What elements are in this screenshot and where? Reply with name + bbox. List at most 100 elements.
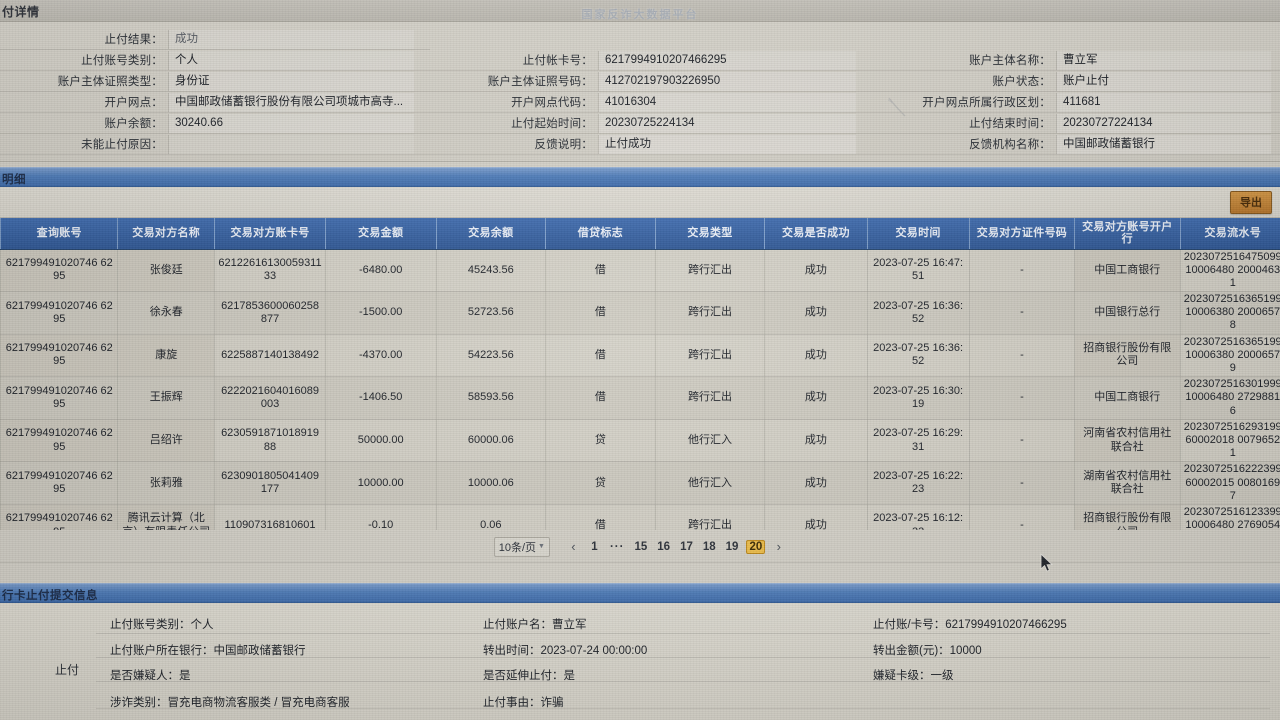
field-row: 止付结果： 成功 <box>0 29 430 50</box>
field-row: 开户网点： 中国邮政储蓄银行股份有限公司项城市高寺... <box>0 92 430 113</box>
field-value-start-time: 20230725224134 <box>598 113 856 133</box>
field-label: 反馈机构名称： <box>969 139 1051 151</box>
col-header-transaction-success[interactable]: 交易是否成功 <box>764 218 868 250</box>
cell-balance: 60000.06 <box>436 419 547 463</box>
field-label: 未能止付原因： <box>81 139 163 151</box>
cell-counterparty-name: 吕绍许 <box>117 419 216 463</box>
cell-counterparty-bank: 中国工商银行 <box>1074 376 1181 420</box>
col-header-amount[interactable]: 交易金额 <box>325 218 437 250</box>
cell-query-account: 621799491020746 6295 <box>0 334 119 378</box>
col-header-counterparty-id[interactable]: 交易对方证件号码 <box>969 218 1076 250</box>
field-label: 账户状态： <box>992 76 1051 88</box>
col-header-serial-number[interactable]: 交易流水号 <box>1180 218 1280 250</box>
cell-counterparty-id: - <box>969 249 1076 293</box>
cell-transaction-time: 2023-07-25 16:22:23 <box>867 461 970 505</box>
cell-counterparty-card: 623059187101891988 <box>214 419 326 463</box>
cell-counterparty-card: 6222021604016089003 <box>214 376 326 420</box>
table-row[interactable]: 9 5621799491020746 6295张莉雅62309018050414… <box>0 461 1280 505</box>
page-button-20-current[interactable]: 20 <box>746 539 766 554</box>
table-row[interactable]: 9 4621799491020746 6295王振辉62220216040160… <box>0 376 1280 420</box>
col-header-balance[interactable]: 交易余额 <box>436 218 547 250</box>
cell-debit-credit-flag: 贷 <box>545 419 656 463</box>
submit-field-stop-card-number: 止付账/卡号：6217994910207466295 <box>873 619 1067 631</box>
cell-counterparty-bank: 中国银行总行 <box>1074 291 1181 335</box>
prev-page-button[interactable]: ‹ <box>571 539 576 554</box>
submit-field-suspect-level: 嫌疑卡级：一级 <box>873 670 954 682</box>
col-header-transaction-type[interactable]: 交易类型 <box>655 218 766 250</box>
col-header-counterparty-card[interactable]: 交易对方账卡号 <box>214 218 326 250</box>
cell-counterparty-card: 6230901805041409177 <box>214 461 326 505</box>
cell-counterparty-name: 王振辉 <box>117 376 216 420</box>
col-header-index[interactable] <box>0 218 2 250</box>
cell-amount: -6480.00 <box>325 249 437 293</box>
row-divider <box>96 657 1270 658</box>
col-header-debit-credit-flag[interactable]: 借贷标志 <box>545 218 656 250</box>
cell-index: 9 5 <box>0 419 2 463</box>
col-header-counterparty-bank[interactable]: 交易对方账号开户行 <box>1074 218 1181 250</box>
page-button-19[interactable]: 19 <box>725 540 739 553</box>
next-page-button[interactable]: › <box>776 539 781 554</box>
cell-counterparty-bank: 湖南省农村信用社联合社 <box>1074 461 1181 505</box>
col-header-transaction-time[interactable]: 交易时间 <box>867 218 970 250</box>
table-row[interactable]: 9 5621799491020746 6295吕绍许62305918710189… <box>0 419 1280 463</box>
cell-transaction-type: 他行汇入 <box>655 461 766 505</box>
field-row: 账户余额： 30240.66 <box>0 113 430 134</box>
cell-serial-number: 202307251636519910006380 20006578 <box>1180 291 1280 335</box>
cell-serial-number: 202307251612339910006480 27690540 <box>1180 504 1280 530</box>
field-value-account-category: 个人 <box>168 50 414 70</box>
cell-amount: -1500.00 <box>325 291 437 335</box>
field-row: 账户主体证照号码： 412702197903226950 <box>430 71 870 92</box>
cell-counterparty-bank: 招商银行股份有限公司 <box>1074 504 1181 530</box>
page-button-18[interactable]: 18 <box>702 540 716 553</box>
cell-balance: 52723.56 <box>436 291 547 335</box>
cell-debit-credit-flag: 借 <box>545 249 656 293</box>
col-header-query-account[interactable]: 查询账号 <box>0 218 119 250</box>
page-size-label: 10条/页 <box>498 541 537 554</box>
row-divider <box>96 633 1270 634</box>
detail-column-2: 止付帐卡号： 6217994910207466295 账户主体证照号码： 412… <box>430 22 906 162</box>
col-header-counterparty-name[interactable]: 交易对方名称 <box>117 218 216 250</box>
cell-transaction-time: 2023-07-25 16:29:31 <box>867 419 970 463</box>
cell-index: 9 <box>0 334 2 378</box>
page-button-15[interactable]: 15 <box>634 540 648 553</box>
cell-counterparty-id: - <box>969 504 1076 530</box>
cell-transaction-success: 成功 <box>764 376 868 420</box>
export-button[interactable]: 导出 <box>1230 191 1272 214</box>
pagination: 10条/页 ▼ ‹ 1 ··· 15 16 17 18 19 20 › <box>0 531 1280 563</box>
field-label: 止付账号类别： <box>81 55 163 67</box>
detail-list-section-title: 明细 <box>2 174 26 186</box>
field-value-account-owner: 曹立军 <box>1056 50 1271 70</box>
cell-transaction-success: 成功 <box>764 334 868 378</box>
cell-transaction-time: 2023-07-25 16:30:19 <box>867 376 970 420</box>
submit-field-transfer-amount: 转出金额(元)：10000 <box>873 645 982 657</box>
field-row: 反馈说明： 止付成功 <box>430 134 870 155</box>
cell-amount: -1406.50 <box>325 376 437 420</box>
submit-field-transfer-time: 转出时间：2023-07-24 00:00:00 <box>483 645 648 657</box>
cell-balance: 58593.56 <box>436 376 547 420</box>
field-value-admin-region: 411681 <box>1056 92 1271 112</box>
cell-serial-number: 202307251630199910006480 27298816 <box>1180 376 1280 420</box>
field-value-stop-card-number: 6217994910207466295 <box>598 50 856 70</box>
transaction-table-wrapper[interactable]: 查询账号 交易对方名称 交易对方账卡号 交易金额 交易余额 借贷标志 交易类型 … <box>0 218 1280 530</box>
submit-field-account-bank: 止付账户所在银行：中国邮政储蓄银行 <box>110 645 306 657</box>
field-label: 账户主体证照类型： <box>57 76 163 88</box>
cell-transaction-time: 2023-07-25 16:12:33 <box>867 504 970 530</box>
page-button-16[interactable]: 16 <box>657 540 671 553</box>
cell-transaction-time: 2023-07-25 16:36:52 <box>867 334 970 378</box>
field-value-id-number: 412702197903226950 <box>598 71 856 91</box>
field-label: 止付结束时间： <box>969 118 1051 130</box>
page-size-select[interactable]: 10条/页 ▼ <box>493 536 550 557</box>
row-divider <box>96 708 1270 709</box>
cell-counterparty-card: 6217853600060258877 <box>214 291 326 335</box>
cell-index: 9 7 <box>0 504 2 530</box>
cell-transaction-time: 2023-07-25 16:36:52 <box>867 291 970 335</box>
field-row: 止付账号类别： 个人 <box>0 50 430 71</box>
field-label: 开户网点代码： <box>511 97 593 109</box>
page-button-1[interactable]: 1 <box>591 540 598 553</box>
submit-type-tag: 止付 <box>55 663 80 677</box>
page-button-17[interactable]: 17 <box>680 540 693 553</box>
